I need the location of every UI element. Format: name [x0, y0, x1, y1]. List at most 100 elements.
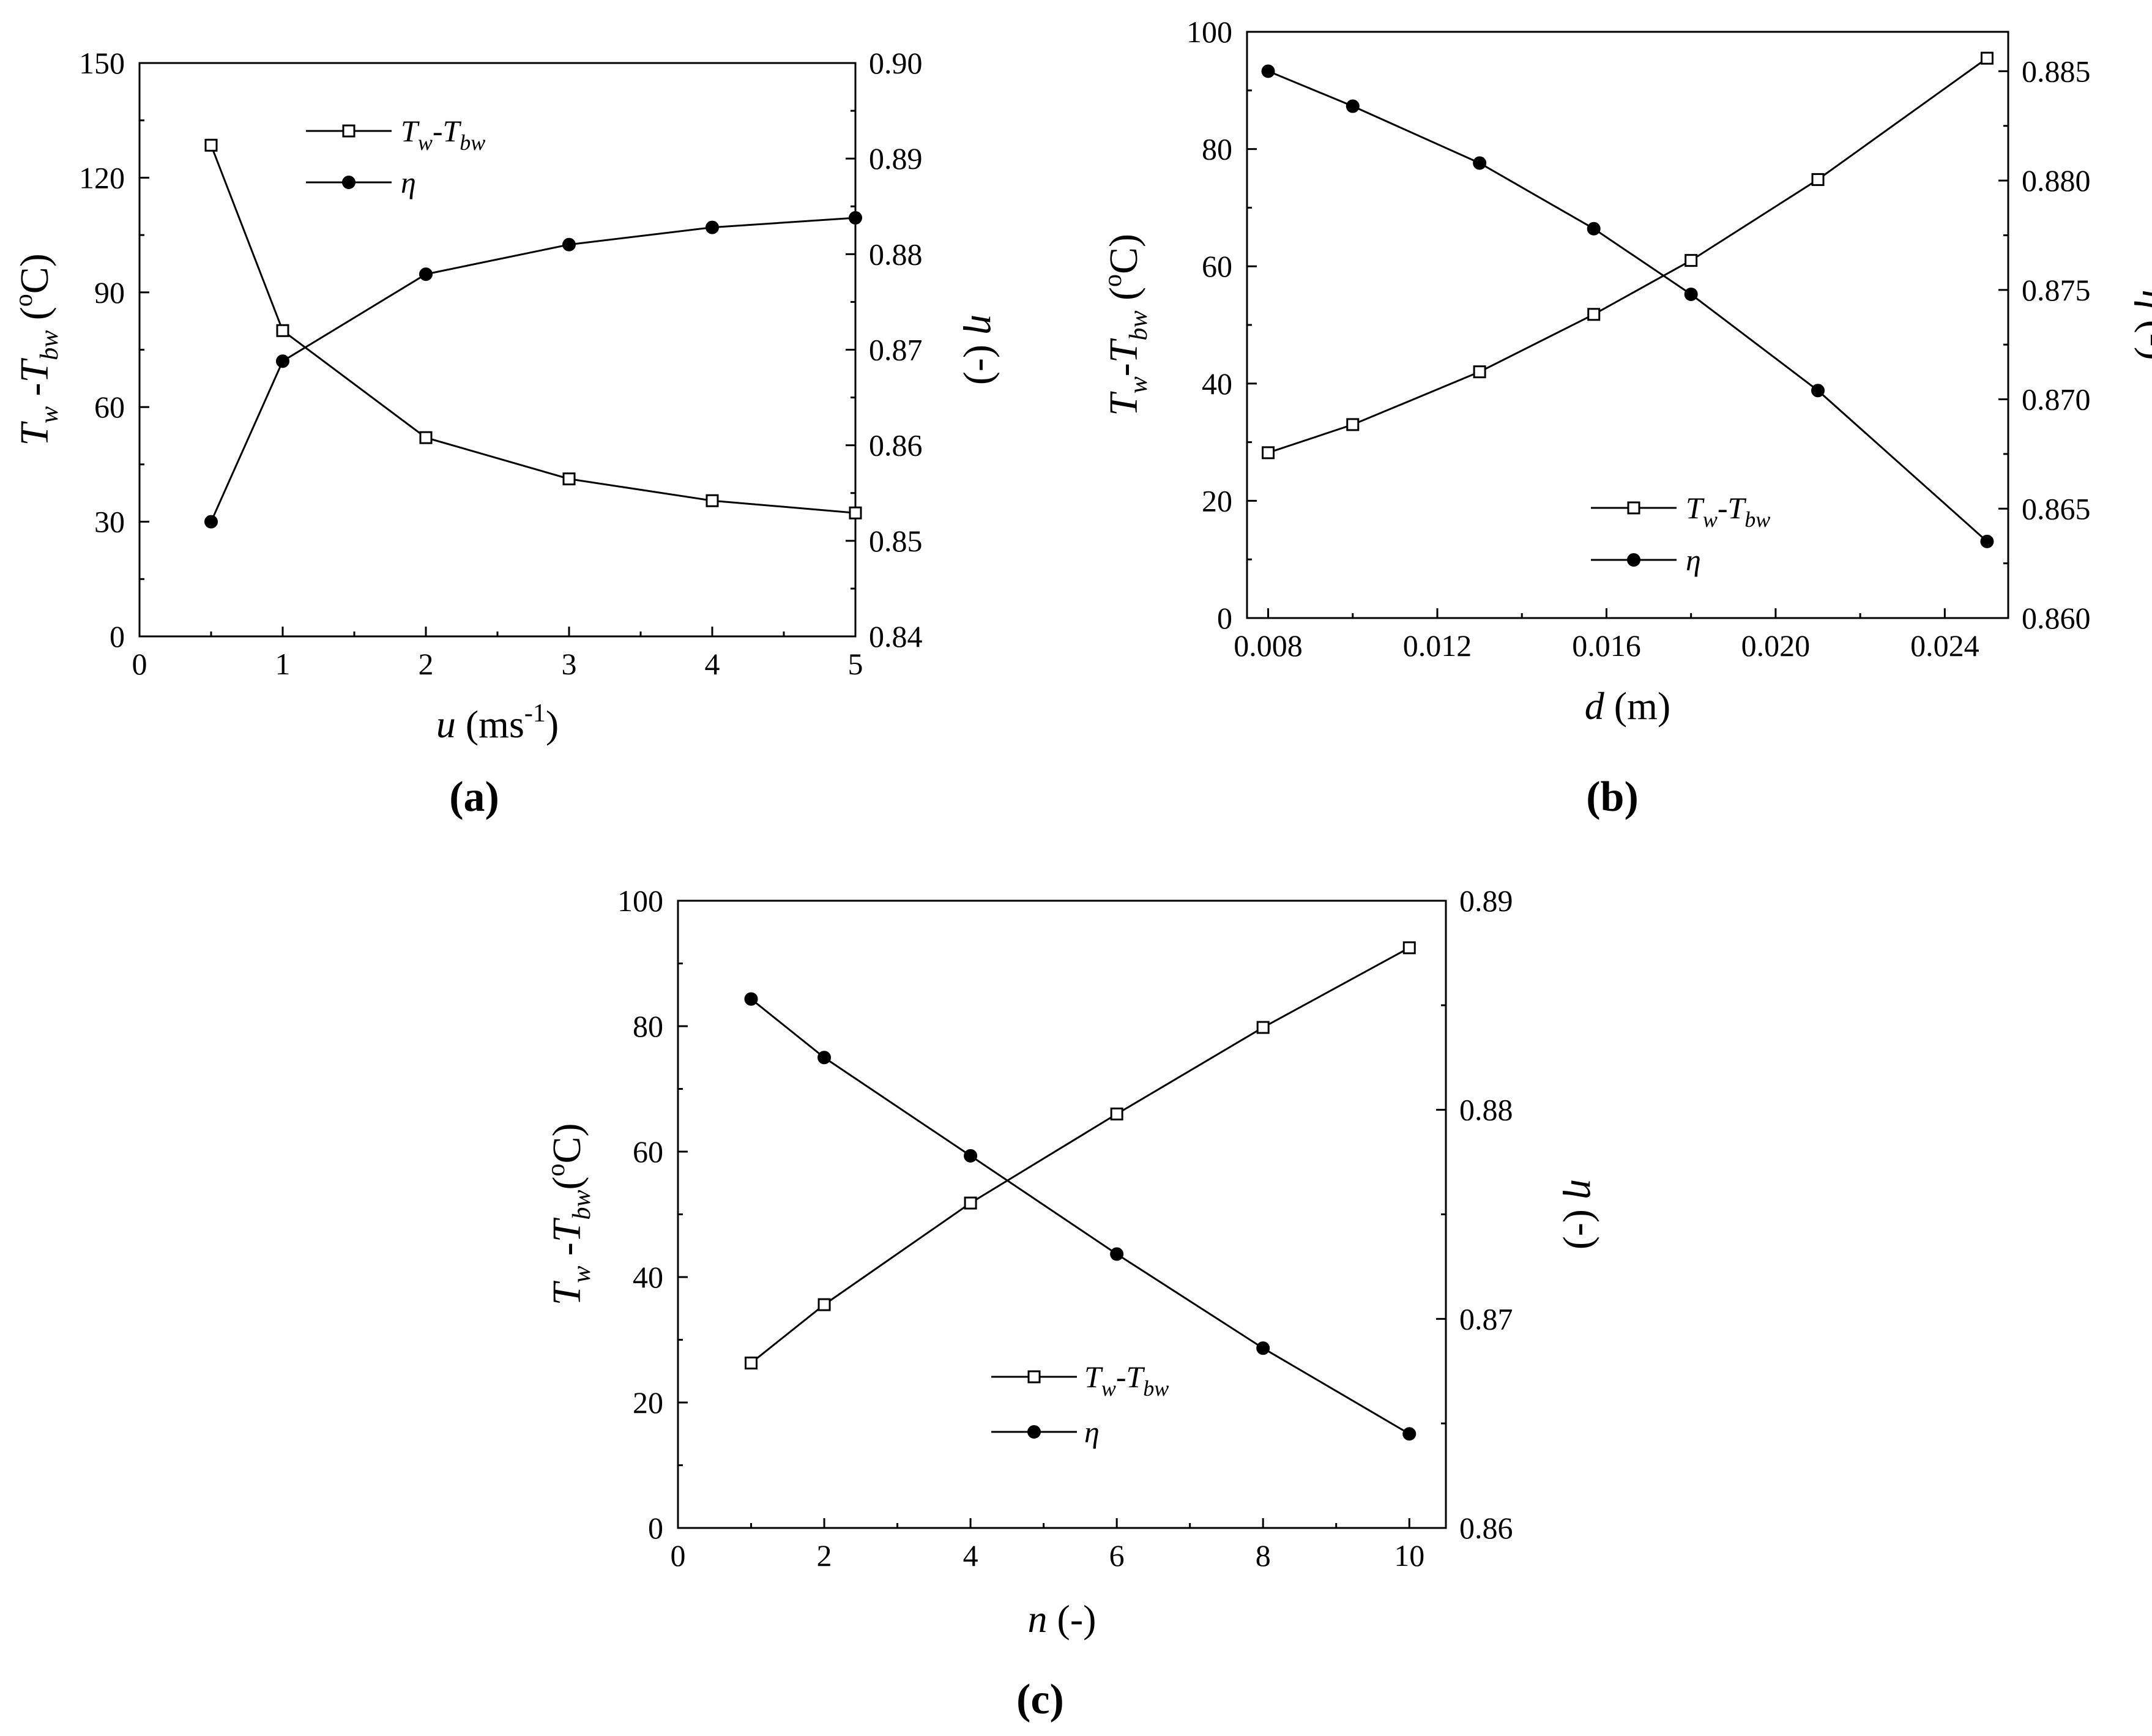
plot-frame: [138, 62, 857, 638]
x-tick-label: 2: [817, 1538, 832, 1573]
y-left-tick-label: 100: [1186, 15, 1232, 49]
data-point-eta: [204, 515, 218, 529]
data-point-temp-diff: [1685, 254, 1698, 267]
x-tick-label: 8: [1256, 1538, 1271, 1573]
series-line-temp-diff: [750, 947, 1410, 1364]
series-line-eta: [750, 998, 1410, 1435]
y-left-axis-label: Tw -Tbw(oC): [542, 1123, 596, 1306]
data-point-eta: [1980, 534, 1994, 548]
y-right-tick-label: 0.88: [1459, 1093, 1513, 1127]
legend-label: Tw-Tbw: [1084, 1360, 1169, 1401]
chart-panel-c: 0 2 4 6 8 100204060801000.860.870.880.89Tw-Tb…: [542, 884, 1607, 1723]
legend-label: Tw-Tbw: [1686, 491, 1770, 532]
data-point-eta: [1110, 1247, 1124, 1261]
y-right-axis-label: η (-): [2134, 289, 2152, 360]
series-line-eta: [210, 217, 856, 523]
legend-label: Tw-Tbw: [401, 114, 485, 155]
y-right-tick-label: 0.880: [2022, 163, 2091, 198]
y-left-tick-label: 60: [633, 1134, 663, 1169]
x-tick-label: 10: [1394, 1538, 1424, 1573]
legend-label: η: [1084, 1415, 1100, 1449]
y-right-tick-label: 0.85: [869, 524, 923, 558]
y-right-axis-label: η (-): [962, 315, 1007, 385]
y-right-tick-label: 0.875: [2022, 273, 2091, 307]
x-tick-label: 2: [419, 647, 434, 681]
data-point-temp-diff: [1256, 1021, 1270, 1034]
legend: Tw-Tbw η: [306, 114, 485, 199]
data-point-eta: [1684, 287, 1698, 301]
x-tick-label: 0: [671, 1538, 686, 1573]
y-left-axis-label: Tw -Tbw (oC): [10, 253, 64, 445]
y-left-tick-label: 40: [633, 1260, 663, 1294]
legend-marker-square: [1027, 1370, 1041, 1384]
data-point-eta: [1256, 1341, 1270, 1355]
data-point-eta: [1261, 64, 1275, 78]
x-tick-label: 0.020: [1741, 628, 1811, 663]
data-point-temp-diff: [1980, 51, 1994, 65]
chart-panel-b: 0.008 0.012 0.016 0.020 0.024 0 20 40 60 80 100 0.8…: [1099, 15, 2152, 821]
y-right-axis-label: η (-): [1562, 1179, 1607, 1250]
data-point-temp-diff: [562, 472, 576, 486]
x-tick-label: 5: [848, 647, 863, 681]
legend-marker-square: [1627, 501, 1640, 515]
x-tick-label: 0: [132, 647, 147, 681]
x-axis-label: n (-): [1028, 1597, 1096, 1641]
y-left-tick-label: 60: [1202, 249, 1232, 283]
legend-marker-circle: [1627, 553, 1640, 567]
data-point-temp-diff: [817, 1298, 831, 1311]
data-point-eta: [419, 267, 433, 281]
data-point-temp-diff: [849, 506, 862, 520]
x-tick-label: 0.008: [1234, 628, 1303, 663]
y-left-tick-label: 20: [1202, 483, 1232, 518]
data-point-temp-diff: [204, 138, 218, 152]
y-right-tick-label: 0.88: [869, 237, 923, 271]
y-right-tick-label: 0.90: [869, 46, 923, 80]
data-point-eta: [964, 1149, 978, 1163]
legend-marker-circle: [1027, 1425, 1041, 1439]
plot-frame: [1246, 31, 2009, 619]
x-axis-label: d (m): [1585, 684, 1670, 728]
y-right-tick-label: 0.870: [2022, 382, 2091, 417]
legend-marker-circle: [342, 176, 356, 189]
data-point-eta: [1587, 222, 1601, 236]
legend: Tw-Tbw η: [991, 1360, 1169, 1449]
data-point-eta: [744, 992, 758, 1006]
y-left-tick-label: 30: [94, 505, 125, 539]
data-point-eta: [562, 237, 576, 251]
y-left-tick-label: 80: [633, 1009, 663, 1043]
legend: Tw-Tbw η: [1591, 491, 1770, 577]
legend-label: η: [401, 165, 416, 199]
y-left-tick-label: 100: [617, 884, 663, 918]
x-tick-label: 0.012: [1403, 628, 1472, 663]
panel-label: (a): [449, 773, 499, 821]
y-right-tick-label: 0.86: [1459, 1511, 1513, 1545]
y-left-tick-label: 40: [1202, 367, 1232, 401]
y-left-tick-label: 150: [79, 46, 125, 80]
data-point-temp-diff: [419, 431, 433, 444]
y-left-tick-label: 90: [94, 275, 125, 310]
y-right-tick-label: 0.89: [1459, 884, 1513, 918]
y-right-tick-label: 0.86: [869, 428, 923, 463]
data-point-temp-diff: [1587, 308, 1601, 321]
data-point-eta: [276, 354, 289, 368]
data-point-temp-diff: [964, 1196, 977, 1210]
x-tick-label: 0.016: [1572, 628, 1641, 663]
y-left-tick-label: 80: [1202, 132, 1232, 166]
x-tick-label: 0.024: [1910, 628, 1979, 663]
data-point-eta: [1811, 384, 1825, 398]
data-point-eta: [849, 210, 862, 225]
data-point-eta: [1402, 1427, 1417, 1441]
x-tick-label: 4: [963, 1538, 978, 1573]
data-point-temp-diff: [1473, 365, 1486, 379]
panel-label: (b): [1586, 773, 1639, 821]
y-right-tick-label: 0.885: [2022, 54, 2091, 88]
y-left-axis-label: Tw-Tbw (oC): [1099, 234, 1153, 416]
y-left-tick-label: 0: [648, 1511, 663, 1545]
data-point-temp-diff: [1346, 418, 1360, 431]
data-point-temp-diff: [706, 494, 719, 507]
y-left-tick-label: 60: [94, 390, 125, 424]
data-point-eta: [1473, 156, 1487, 170]
data-point-temp-diff: [276, 324, 289, 337]
data-point-temp-diff: [1811, 173, 1825, 186]
